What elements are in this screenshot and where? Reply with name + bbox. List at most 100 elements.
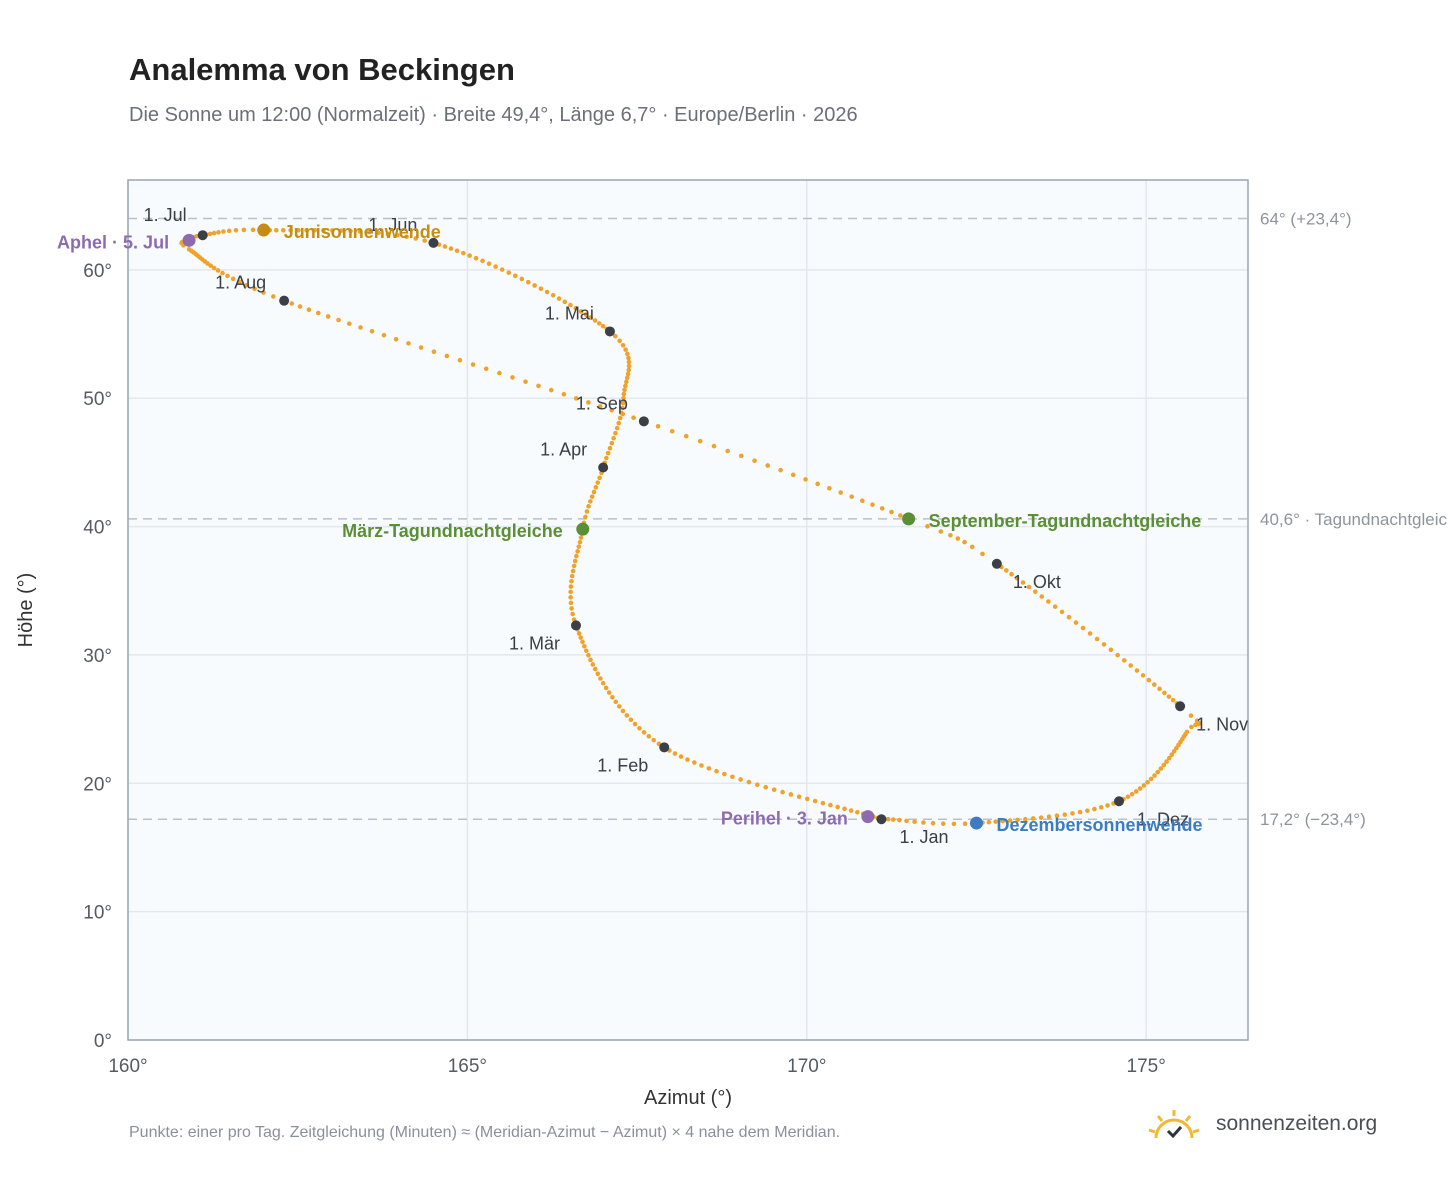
day-point — [609, 440, 615, 446]
month-marker-label: 1. Jan — [899, 827, 948, 847]
day-point — [617, 704, 622, 709]
month-markers: 1. Jan 1. Feb 1. Mär 1. Apr 1. Mai 1. Jun 1. J… — [144, 205, 1249, 847]
day-point — [1046, 814, 1052, 820]
day-point — [993, 819, 998, 824]
day-point — [592, 666, 598, 672]
day-point — [431, 349, 437, 355]
month-marker-label: 1. Okt — [1013, 572, 1061, 592]
day-point — [473, 255, 479, 261]
day-point — [1125, 794, 1131, 800]
day-point — [828, 802, 833, 808]
day-point — [369, 329, 375, 334]
day-point — [685, 757, 690, 762]
day-point — [513, 273, 518, 279]
month-marker — [598, 462, 609, 473]
day-point — [583, 514, 588, 520]
day-point — [617, 338, 622, 344]
day-point — [395, 232, 400, 238]
day-point — [1121, 658, 1127, 663]
day-point — [930, 820, 936, 826]
day-point — [225, 273, 230, 279]
day-point — [376, 230, 381, 236]
day-point — [1020, 580, 1026, 585]
day-point — [207, 231, 213, 237]
month-marker-label: 1. Mär — [509, 633, 560, 653]
day-point — [628, 717, 634, 723]
day-point — [569, 578, 574, 584]
day-point — [244, 282, 249, 288]
day-point — [582, 643, 587, 649]
event-markers: Junisonnenwende März-Tagundnachtgleiche Se… — [57, 222, 1202, 835]
day-point — [406, 341, 411, 346]
month-marker — [638, 416, 649, 427]
day-point — [1155, 769, 1161, 775]
day-point — [457, 357, 463, 363]
day-point — [393, 336, 399, 342]
day-point — [613, 333, 618, 339]
y-tick-label: 60° — [83, 261, 112, 282]
day-point — [358, 325, 363, 330]
x-tick-label: 175° — [1127, 1056, 1166, 1077]
day-point — [592, 318, 598, 323]
day-point — [678, 754, 684, 759]
event-label: März-Tagundnachtgleiche — [342, 521, 563, 541]
day-point — [580, 639, 585, 645]
day-point — [763, 784, 769, 790]
day-point — [422, 238, 427, 243]
day-point — [461, 250, 466, 256]
day-point — [1087, 631, 1093, 636]
month-marker-label: 1. Nov — [1196, 714, 1248, 734]
day-point — [548, 387, 554, 393]
day-point — [820, 800, 826, 806]
day-point — [925, 524, 930, 529]
y-axis-label: Höhe (°) — [15, 573, 37, 648]
month-marker-label: 1. Sep — [576, 393, 628, 413]
day-point — [796, 794, 802, 800]
day-point — [1073, 620, 1079, 625]
day-point — [669, 428, 675, 434]
day-point — [448, 246, 454, 251]
day-point — [1161, 762, 1167, 768]
day-point — [366, 229, 372, 235]
day-point — [573, 396, 579, 401]
y-tick-label: 40° — [83, 518, 112, 539]
day-point — [1052, 604, 1058, 609]
day-point — [568, 584, 574, 589]
day-point — [898, 513, 903, 518]
day-point — [651, 737, 657, 743]
month-marker-label: 1. Aug — [215, 273, 266, 293]
y-tick-label: 0° — [94, 1031, 112, 1052]
day-point — [1080, 625, 1086, 631]
day-point — [241, 227, 247, 233]
event-label: September-Tagundnachtgleiche — [929, 511, 1202, 531]
brand[interactable]: sonnenzeiten.org — [1146, 1104, 1377, 1144]
day-point — [280, 227, 286, 233]
day-point — [711, 443, 717, 449]
day-point — [339, 228, 344, 233]
day-point — [1085, 808, 1090, 813]
day-point — [1152, 773, 1157, 778]
day-point — [385, 231, 391, 237]
day-point — [605, 450, 611, 456]
day-point — [1026, 584, 1032, 590]
day-point — [297, 304, 303, 309]
day-point — [622, 387, 627, 393]
day-point — [575, 549, 580, 554]
day-point — [1046, 599, 1051, 604]
day-point — [216, 229, 221, 235]
day-point — [536, 383, 541, 389]
day-point — [725, 448, 731, 454]
day-point — [1108, 647, 1114, 653]
reference-lines — [128, 217, 1248, 820]
day-point — [855, 809, 860, 815]
day-point — [519, 276, 525, 282]
day-point — [1166, 755, 1172, 761]
month-marker — [1114, 796, 1125, 807]
day-point — [607, 445, 613, 451]
day-point — [569, 606, 574, 611]
day-point — [590, 662, 596, 667]
day-point — [312, 227, 318, 233]
day-point — [714, 768, 719, 774]
day-point — [1140, 673, 1146, 678]
day-point — [815, 481, 820, 487]
